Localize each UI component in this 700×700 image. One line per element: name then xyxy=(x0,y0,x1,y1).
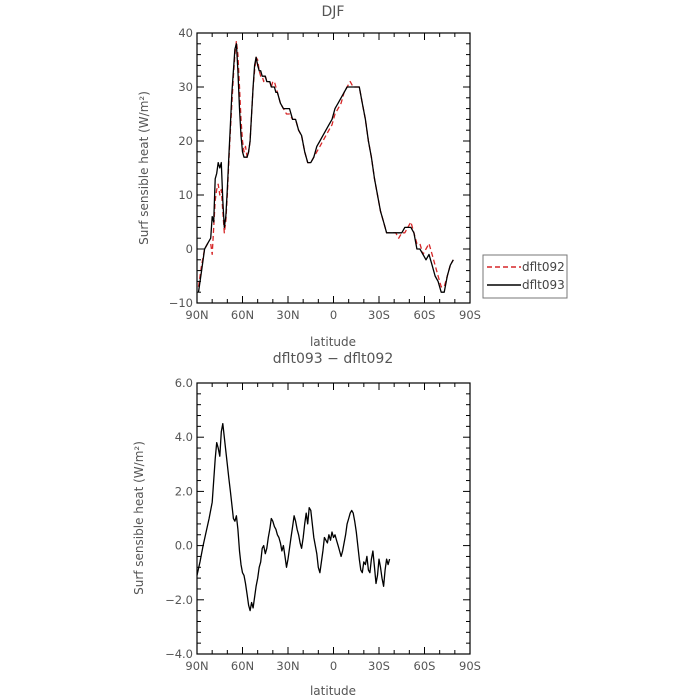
x-tick-label: 0 xyxy=(330,308,337,322)
y-tick-label: 2.0 xyxy=(175,484,193,498)
y-tick-label: 6.0 xyxy=(175,376,193,390)
y-tick-label: 10 xyxy=(178,188,193,202)
plot-area: 90N 60N 30N 0 30S 60S 90S −4.0 −2.0 0.0 2.0 4.0 6.0 xyxy=(165,376,481,673)
y-tick-label: 20 xyxy=(178,134,193,148)
x-tick-label: 60S xyxy=(414,308,436,322)
y-tick-label: 0.0 xyxy=(175,539,193,553)
y-tick-label: 40 xyxy=(178,26,193,40)
y-tick-label: −10 xyxy=(169,296,193,310)
y-tick-label: 4.0 xyxy=(175,430,193,444)
x-axis-label: latitude xyxy=(310,684,356,698)
legend-label-dflt092: dflt092 xyxy=(522,260,565,274)
x-tick-label: 90N xyxy=(185,308,208,322)
legend: dflt092 dflt093 xyxy=(482,254,568,299)
x-tick-label: 0 xyxy=(330,659,337,673)
x-tick-label: 30S xyxy=(368,659,390,673)
y-tick-label: −2.0 xyxy=(165,593,193,607)
plot-frame xyxy=(196,382,471,655)
chart-djf: DJF 90N 60N 30N 0 30S 60S 90S −10 0 10 20 30 40 lati… xyxy=(137,4,568,349)
legend-label-dflt093: dflt093 xyxy=(522,278,565,292)
series-line-dflt092 xyxy=(197,40,454,288)
x-tick-label: 60N xyxy=(231,659,254,673)
x-tick-label: 60N xyxy=(231,308,254,322)
x-tick-label: 30S xyxy=(368,308,390,322)
x-tick-label: 90S xyxy=(459,659,481,673)
x-tick-label: 90N xyxy=(185,659,208,673)
y-tick-label: 0 xyxy=(186,242,193,256)
plot-area: 90N 60N 30N 0 30S 60S 90S −10 0 10 20 30 40 xyxy=(169,26,481,322)
y-tick-label: 30 xyxy=(178,80,193,94)
x-tick-label: 60S xyxy=(414,659,436,673)
legend-box xyxy=(482,254,568,299)
series-line-series-0 xyxy=(196,422,391,612)
y-axis-label: Surf sensible heat (W/m²) xyxy=(137,91,151,245)
y-tick-label: −4.0 xyxy=(165,647,193,661)
chart-difference: dflt093 − dflt092 90N 60N 30N 0 30S 60S 90S −4.… xyxy=(132,351,481,698)
x-tick-label: 30N xyxy=(276,659,299,673)
chart-title: dflt093 − dflt092 xyxy=(273,351,393,367)
chart-title: DJF xyxy=(322,4,345,20)
y-axis-label: Surf sensible heat (W/m²) xyxy=(132,441,146,595)
x-tick-label: 30N xyxy=(276,308,299,322)
x-tick-label: 90S xyxy=(459,308,481,322)
series-line-dflt093 xyxy=(197,43,454,293)
x-axis-label: latitude xyxy=(310,335,356,349)
